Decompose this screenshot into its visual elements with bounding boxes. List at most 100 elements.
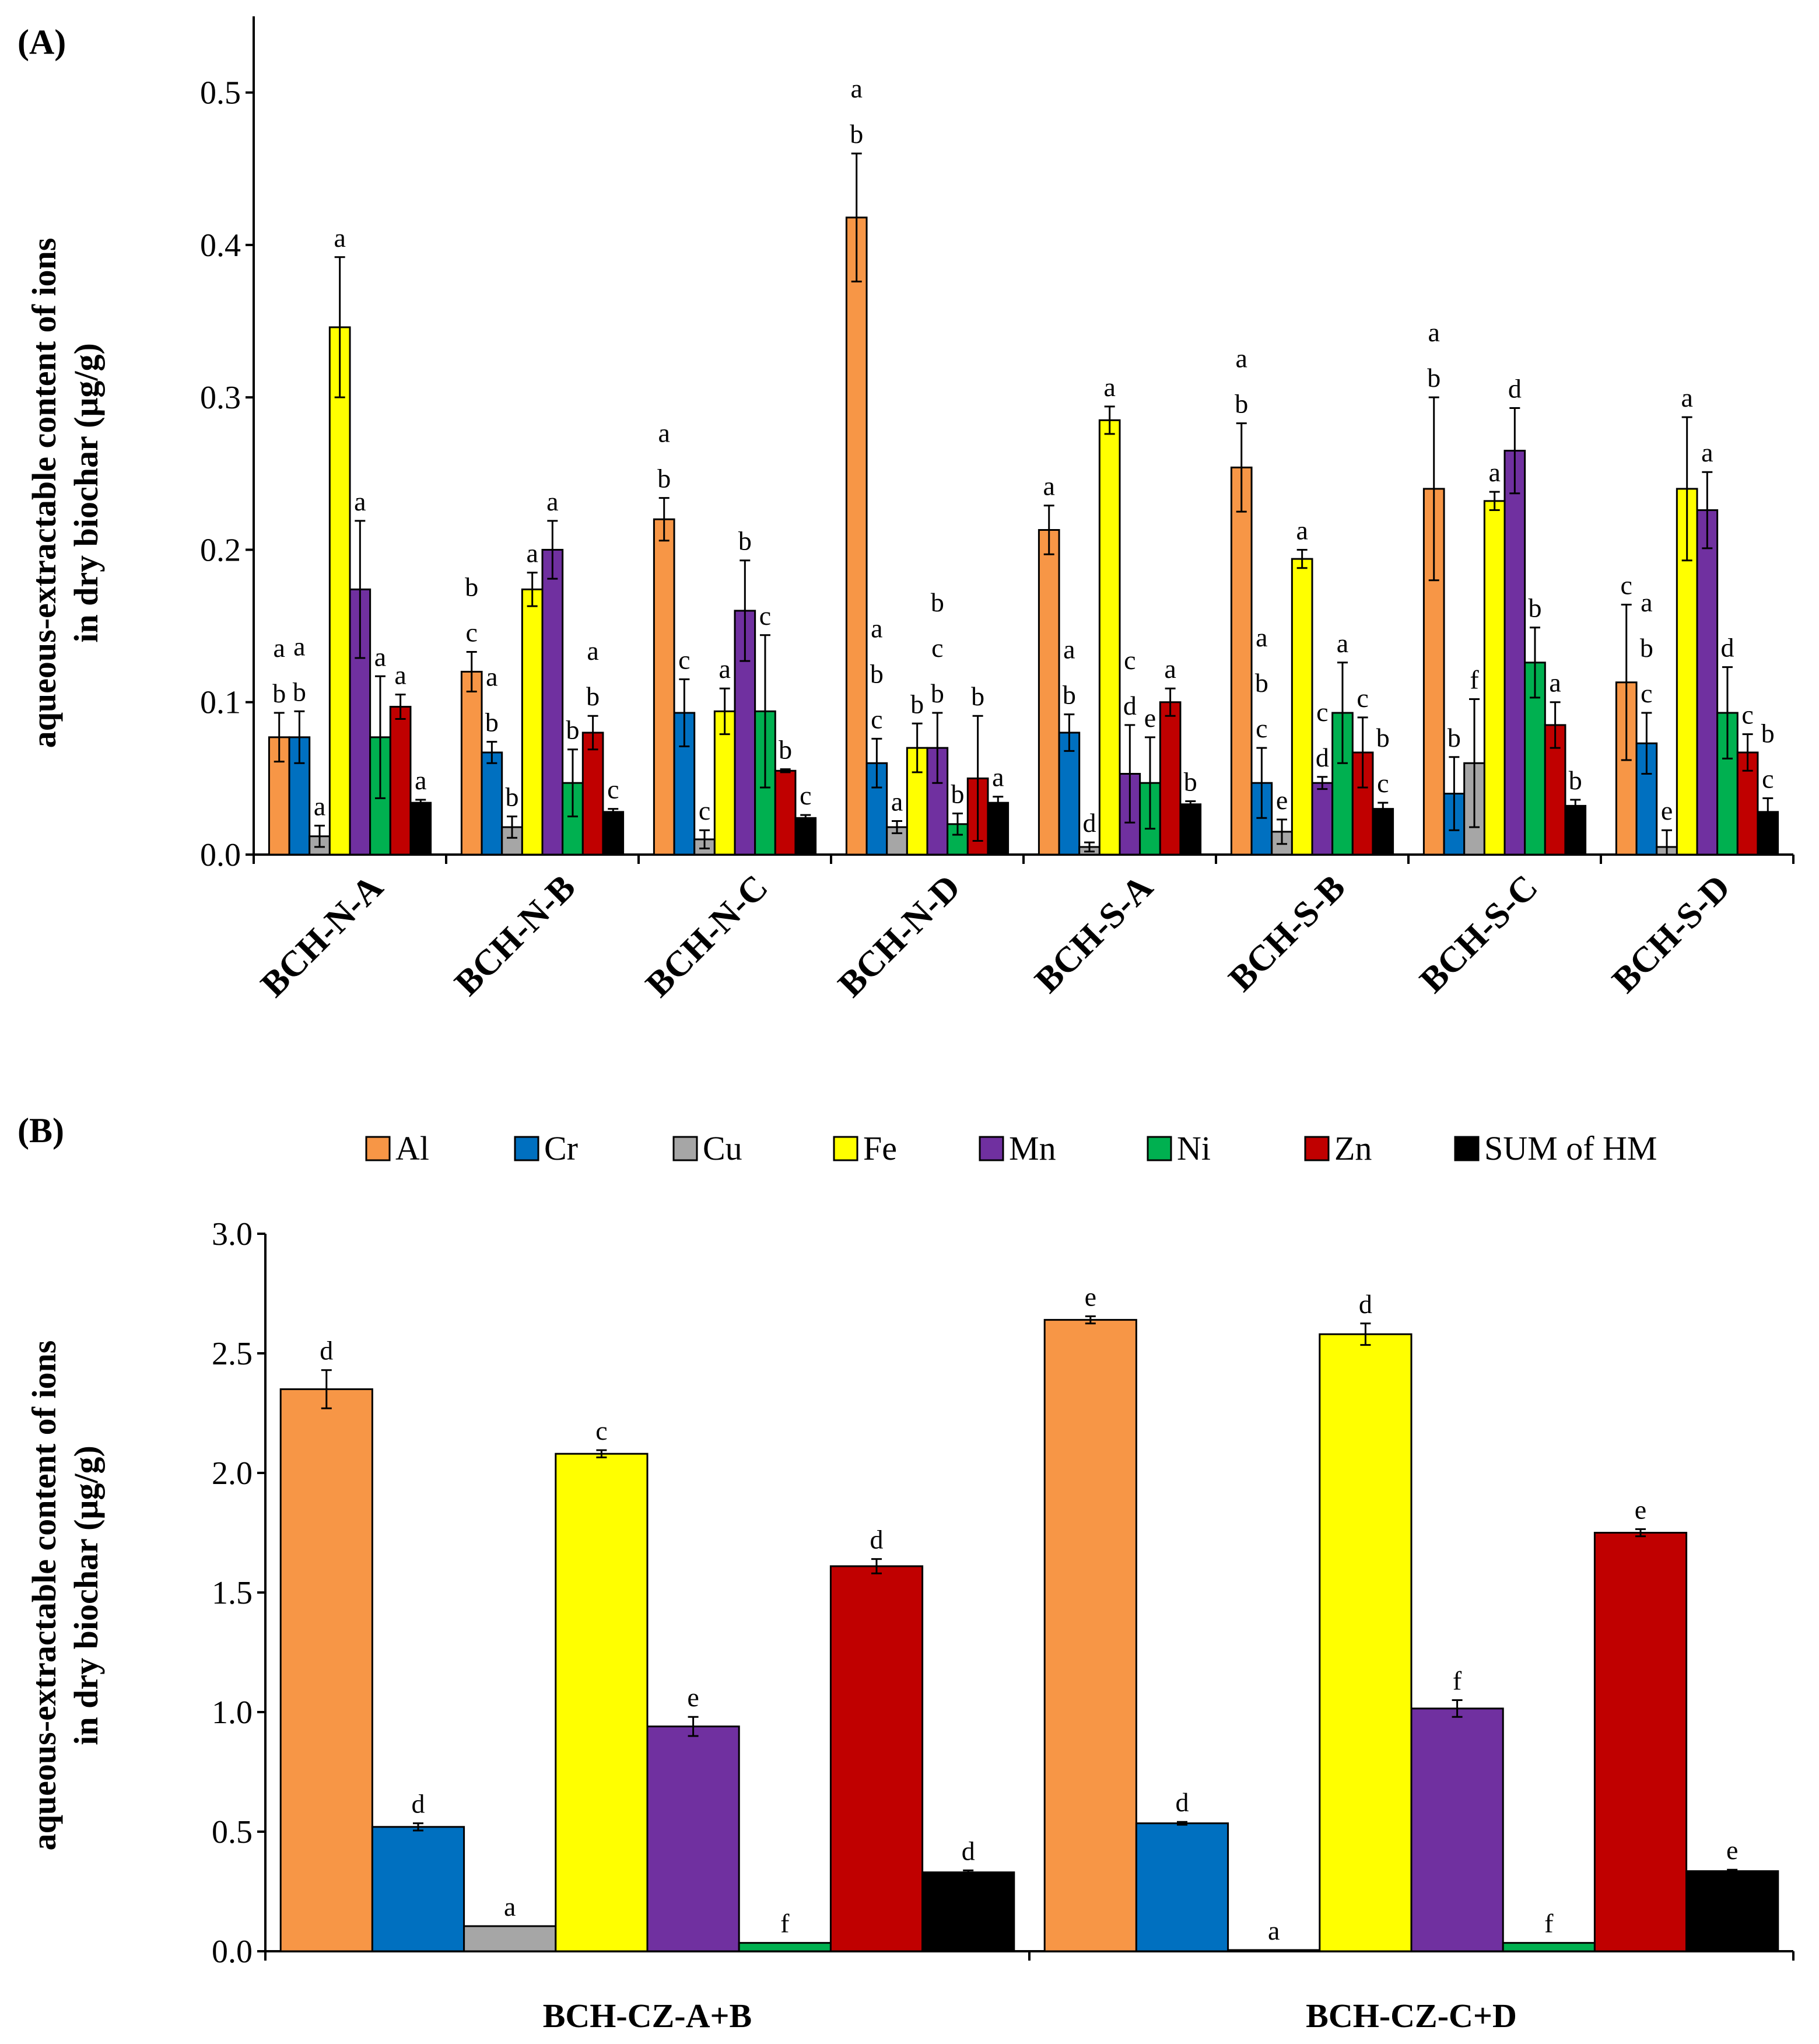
bar-sum-of-hm <box>1179 803 1202 856</box>
significance-letter: a <box>1164 654 1176 684</box>
significance-letter: b <box>506 782 519 812</box>
panel-a-y-axis-label: aqueous-extractable content of ions in dr… <box>25 238 105 748</box>
legend-swatch <box>979 1136 1004 1161</box>
significance-letter: e <box>1085 1282 1096 1311</box>
bar-zn <box>1593 1532 1688 1952</box>
bar-mn <box>541 548 564 856</box>
panel-b-label: (B) <box>17 1111 64 1150</box>
significance-letter: a <box>1549 668 1561 698</box>
significance-letter: a <box>1681 383 1692 412</box>
bar-mn <box>1696 509 1719 856</box>
significance-letter: c <box>1377 768 1389 798</box>
bar-zn <box>774 769 797 856</box>
x-tick-label: BCH-S-D <box>1605 867 1738 1000</box>
significance-letter: b <box>1376 723 1390 752</box>
significance-letter: b <box>566 715 579 745</box>
legend-label: Cr <box>544 1129 578 1167</box>
legend-label: Al <box>395 1129 429 1167</box>
significance-letter: a <box>1268 1916 1280 1945</box>
bar-sum-of-hm <box>1564 804 1587 856</box>
bar-cr <box>481 751 503 856</box>
bar-mn <box>646 1726 740 1952</box>
y-axis-label-line: in dry biochar (μg/g) <box>67 1446 105 1745</box>
significance-letter: c <box>699 796 710 825</box>
bar-al <box>460 670 483 856</box>
significance-letter: b <box>1063 680 1076 710</box>
significance-letter: b <box>850 119 863 149</box>
legend-label: Mn <box>1009 1129 1056 1167</box>
legend-label: Zn <box>1334 1129 1372 1167</box>
bar-fe <box>1483 500 1506 856</box>
bar-fe <box>713 710 736 856</box>
legend-label: Cu <box>703 1129 742 1167</box>
y-tick-label: 0.2 <box>200 532 241 568</box>
significance-letter: c <box>595 1416 607 1446</box>
bar-al <box>1230 466 1253 856</box>
significance-letter: a <box>374 642 386 671</box>
significance-letter: e <box>1726 1835 1738 1865</box>
bar-sum-of-hm <box>602 811 625 856</box>
significance-letter: c <box>1641 678 1652 708</box>
panel-b-chart: 0.0 0.5 1.0 1.5 2.0 2.5 3.0 d d a c e f d d BCH-CZ-A+B e… <box>212 1216 1795 2035</box>
bar-sum-of-hm <box>921 1871 1015 1952</box>
y-tick-label: 0.1 <box>200 685 241 721</box>
bar-zn <box>829 1565 924 1952</box>
y-tick-label: 0.5 <box>212 1814 253 1850</box>
significance-letter: f <box>780 1909 790 1938</box>
significance-letter: b <box>951 779 964 808</box>
bar-mn <box>1311 782 1334 856</box>
significance-letter: b <box>971 681 984 711</box>
significance-letter: b <box>485 708 499 737</box>
significance-letter: a <box>658 418 670 448</box>
x-tick-label: BCH-N-A <box>253 867 391 1005</box>
bar-ni <box>1502 1942 1596 1952</box>
x-tick-label: BCH-CZ-C+D <box>1306 1997 1517 2035</box>
significance-letter: a <box>1043 471 1055 501</box>
bar-fe <box>328 326 351 856</box>
bar-cr <box>371 1826 465 1952</box>
significance-letter: b <box>1184 767 1197 797</box>
significance-letter: a <box>1641 587 1652 617</box>
significance-letter: c <box>466 618 478 648</box>
x-tick-label: BCH-S-B <box>1221 867 1353 999</box>
significance-letter: a <box>1236 344 1247 373</box>
y-axis-label-line: in dry biochar (μg/g) <box>67 343 105 643</box>
legend-label: SUM of HM <box>1484 1129 1657 1167</box>
legend-swatch <box>1454 1136 1480 1161</box>
significance-letter: f <box>1544 1909 1554 1938</box>
x-tick-label: BCH-N-C <box>638 867 776 1005</box>
bar-fe <box>555 1452 649 1952</box>
significance-letter: d <box>412 1789 425 1819</box>
significance-letter: a <box>1701 438 1713 467</box>
significance-letter: a <box>394 660 406 690</box>
bar-al <box>279 1388 373 1952</box>
significance-letter: c <box>607 775 619 804</box>
y-tick-label: 0.4 <box>200 228 241 264</box>
significance-letter: d <box>1083 808 1096 838</box>
bar-cr <box>1058 732 1081 856</box>
significance-letter: b <box>1761 718 1775 748</box>
significance-letter: b <box>870 659 884 688</box>
bar-mn <box>1503 450 1526 856</box>
significance-letter: b <box>272 678 286 708</box>
legend-swatch <box>365 1136 391 1161</box>
x-tick-label: BCH-CZ-A+B <box>543 1997 752 2035</box>
significance-letter: b <box>586 681 600 711</box>
significance-letter: d <box>962 1836 975 1866</box>
significance-letter: a <box>1296 515 1308 545</box>
bar-al <box>845 216 868 856</box>
bar-zn <box>1159 701 1182 856</box>
significance-letter: a <box>992 762 1004 792</box>
significance-letter: b <box>910 689 924 719</box>
significance-letter: c <box>1256 713 1267 743</box>
significance-letter: c <box>1762 764 1774 793</box>
significance-letter: e <box>1276 785 1288 815</box>
significance-letter: a <box>334 223 345 253</box>
bar-sum-of-hm <box>794 817 817 856</box>
significance-letter: a <box>546 487 558 516</box>
y-tick-label: 0.3 <box>200 380 241 416</box>
significance-letter: a <box>354 487 366 516</box>
panel-b-y-axis-label: aqueous-extractable content of ions in dr… <box>25 1340 105 1851</box>
significance-letter: e <box>1144 703 1156 733</box>
significance-letter: b <box>1235 389 1248 419</box>
